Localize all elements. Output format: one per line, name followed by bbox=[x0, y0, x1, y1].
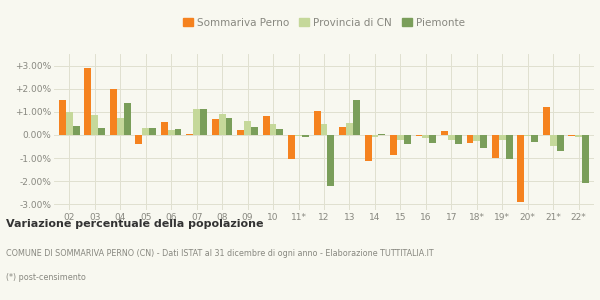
Bar bbox=[110, 89, 117, 135]
Bar bbox=[397, 135, 404, 140]
Bar bbox=[212, 119, 218, 135]
Bar bbox=[328, 135, 334, 186]
Bar bbox=[467, 135, 473, 143]
Bar bbox=[314, 111, 320, 135]
Bar bbox=[59, 100, 66, 135]
Bar bbox=[543, 107, 550, 135]
Bar bbox=[531, 135, 538, 142]
Bar bbox=[575, 135, 582, 137]
Bar bbox=[430, 135, 436, 143]
Bar bbox=[263, 116, 269, 135]
Bar bbox=[404, 135, 411, 144]
Bar bbox=[455, 135, 461, 144]
Bar bbox=[492, 135, 499, 158]
Bar bbox=[499, 135, 506, 140]
Bar bbox=[175, 129, 181, 135]
Legend: Sommariva Perno, Provincia di CN, Piemonte: Sommariva Perno, Provincia di CN, Piemon… bbox=[181, 16, 467, 30]
Bar bbox=[473, 135, 480, 141]
Bar bbox=[187, 134, 193, 135]
Bar bbox=[371, 135, 379, 137]
Bar bbox=[200, 110, 207, 135]
Bar bbox=[269, 124, 277, 135]
Bar bbox=[218, 114, 226, 135]
Bar bbox=[339, 127, 346, 135]
Text: Variazione percentuale della popolazione: Variazione percentuale della popolazione bbox=[6, 219, 263, 229]
Bar bbox=[161, 122, 168, 135]
Bar bbox=[124, 103, 131, 135]
Bar bbox=[346, 123, 353, 135]
Bar bbox=[98, 128, 105, 135]
Bar bbox=[550, 135, 557, 146]
Bar bbox=[365, 135, 371, 161]
Bar bbox=[557, 135, 563, 151]
Bar bbox=[422, 135, 430, 138]
Bar bbox=[85, 68, 91, 135]
Bar bbox=[416, 135, 422, 136]
Bar bbox=[441, 131, 448, 135]
Bar bbox=[66, 112, 73, 135]
Bar bbox=[117, 118, 124, 135]
Bar bbox=[168, 130, 175, 135]
Text: (*) post-censimento: (*) post-censimento bbox=[6, 273, 86, 282]
Bar bbox=[295, 135, 302, 136]
Bar bbox=[353, 100, 360, 135]
Bar bbox=[288, 135, 295, 159]
Bar bbox=[302, 135, 309, 137]
Bar bbox=[506, 135, 512, 159]
Bar bbox=[136, 135, 142, 144]
Bar bbox=[73, 126, 80, 135]
Bar bbox=[237, 130, 244, 135]
Bar bbox=[244, 121, 251, 135]
Bar bbox=[277, 129, 283, 135]
Bar bbox=[91, 115, 98, 135]
Text: COMUNE DI SOMMARIVA PERNO (CN) - Dati ISTAT al 31 dicembre di ogni anno - Elabor: COMUNE DI SOMMARIVA PERNO (CN) - Dati IS… bbox=[6, 249, 434, 258]
Bar bbox=[517, 135, 524, 202]
Bar bbox=[379, 134, 385, 135]
Bar bbox=[149, 128, 156, 135]
Bar bbox=[226, 118, 232, 135]
Bar bbox=[320, 124, 328, 135]
Bar bbox=[524, 135, 531, 136]
Bar bbox=[390, 135, 397, 154]
Bar bbox=[142, 128, 149, 135]
Bar bbox=[568, 135, 575, 136]
Bar bbox=[582, 135, 589, 183]
Bar bbox=[448, 135, 455, 140]
Bar bbox=[193, 110, 200, 135]
Bar bbox=[480, 135, 487, 148]
Bar bbox=[251, 127, 258, 135]
